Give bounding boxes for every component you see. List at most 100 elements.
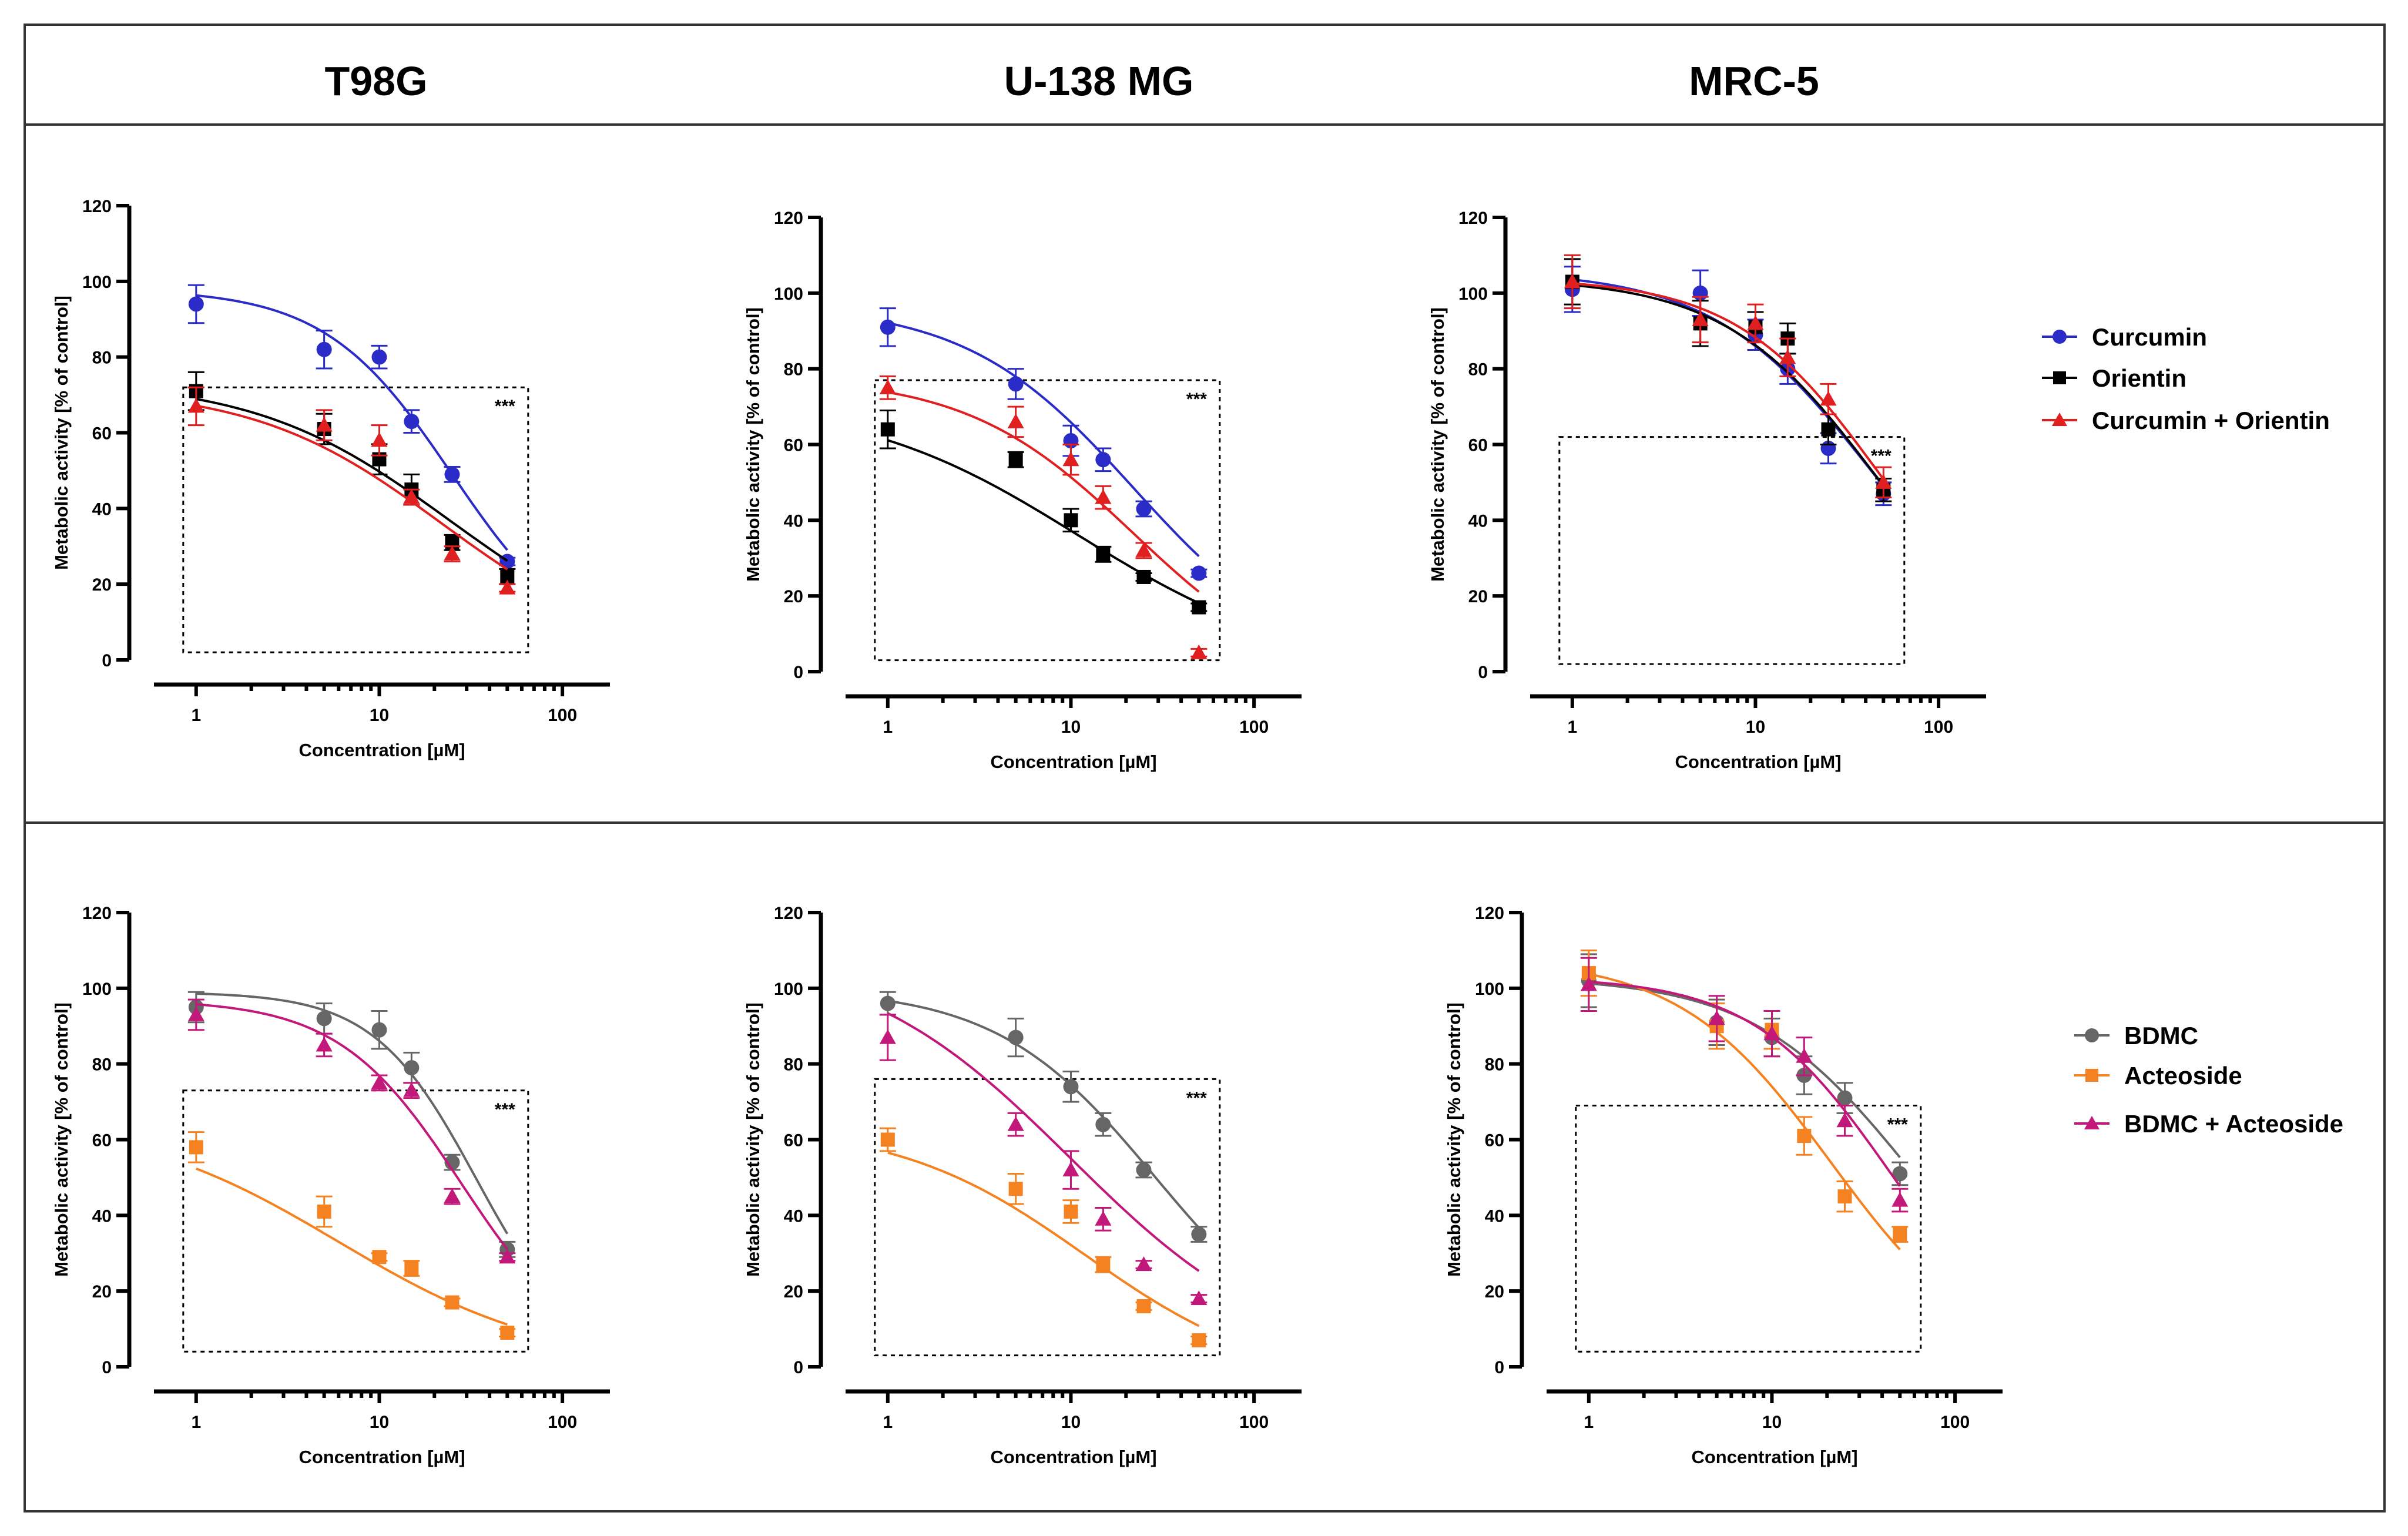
y-tick-label: 40 bbox=[784, 511, 803, 531]
y-axis-label: Metabolic activity [% of control] bbox=[51, 1002, 72, 1277]
y-tick-label: 80 bbox=[92, 1055, 112, 1075]
fit-curve bbox=[196, 398, 508, 562]
data-point bbox=[1007, 413, 1024, 428]
data-point bbox=[1062, 451, 1079, 467]
data-point bbox=[1136, 569, 1151, 584]
y-tick-label: 60 bbox=[784, 436, 803, 455]
significance-box bbox=[182, 386, 529, 653]
data-point bbox=[188, 296, 204, 312]
y-tick-label: 0 bbox=[793, 663, 803, 682]
x-tick-label: 100 bbox=[1940, 1413, 1970, 1432]
fit-curve bbox=[196, 404, 508, 571]
y-tick-label: 120 bbox=[1475, 904, 1504, 923]
y-tick-label: 100 bbox=[774, 980, 803, 999]
y-tick-label: 100 bbox=[82, 273, 112, 292]
data-point bbox=[1891, 1192, 1909, 1207]
data-point bbox=[187, 1006, 204, 1021]
series-curcumin-orientin bbox=[879, 375, 1208, 659]
data-point bbox=[316, 417, 333, 432]
x-tick-label: 1 bbox=[883, 717, 893, 737]
y-tick-label: 80 bbox=[1485, 1055, 1504, 1075]
y-tick-label: 40 bbox=[92, 499, 112, 519]
column-title-t98g: T98G bbox=[324, 58, 427, 104]
legend-item: Acteoside bbox=[2074, 1062, 2242, 1089]
y-axis-label: Metabolic activity [% of control] bbox=[1427, 307, 1448, 582]
data-point bbox=[371, 1074, 388, 1089]
data-point bbox=[316, 341, 332, 357]
significance-box bbox=[182, 1089, 529, 1353]
data-point bbox=[880, 319, 896, 335]
y-tick-label: 60 bbox=[92, 424, 112, 444]
data-point bbox=[403, 489, 420, 504]
legend-row-0: Curcumin Orientin Curcumin + Orientin bbox=[2042, 323, 2330, 434]
data-point bbox=[1191, 565, 1207, 581]
data-point bbox=[1875, 474, 1892, 489]
x-axis-label: Concentration [µM] bbox=[1675, 752, 1841, 772]
y-tick-label: 40 bbox=[784, 1206, 803, 1226]
data-point bbox=[1096, 1257, 1111, 1272]
data-point bbox=[1135, 542, 1152, 557]
data-point bbox=[1779, 349, 1796, 364]
y-tick-label: 120 bbox=[82, 197, 112, 216]
series-curcumin-orientin bbox=[187, 386, 516, 595]
data-point bbox=[444, 545, 461, 561]
data-point bbox=[445, 1295, 460, 1310]
data-point bbox=[403, 1082, 420, 1097]
significance-label: *** bbox=[1186, 1088, 1207, 1108]
x-axis-label: Concentration [µM] bbox=[299, 740, 465, 760]
x-tick-label: 1 bbox=[883, 1413, 893, 1432]
legend-marker bbox=[2085, 1069, 2098, 1082]
legend-label: BDMC bbox=[2124, 1022, 2198, 1049]
y-tick-label: 40 bbox=[92, 1206, 112, 1226]
y-tick-label: 60 bbox=[784, 1131, 803, 1151]
series-orientin bbox=[879, 410, 1208, 615]
chart-panel-r0c2: 0 20 40 60 80 100 120 Metabolic activity [% of … bbox=[1427, 209, 1986, 772]
data-point bbox=[1008, 376, 1024, 392]
data-point bbox=[404, 1261, 419, 1276]
significance-label: *** bbox=[1887, 1115, 1908, 1135]
y-tick-label: 20 bbox=[784, 1282, 803, 1302]
x-tick-label: 1 bbox=[191, 706, 201, 725]
legend-label: Curcumin + Orientin bbox=[2092, 407, 2330, 434]
y-tick-label: 40 bbox=[1485, 1206, 1504, 1226]
y-tick-label: 0 bbox=[1478, 663, 1488, 682]
y-tick-label: 60 bbox=[1468, 436, 1488, 455]
fit-curve bbox=[1588, 972, 1901, 1250]
fit-curve bbox=[887, 1012, 1200, 1272]
chart-panel-r1c1: 0 20 40 60 80 100 120 Metabolic activity [% of … bbox=[743, 904, 1302, 1467]
column-title-mrc5: MRC-5 bbox=[1689, 58, 1819, 104]
y-tick-label: 100 bbox=[1458, 284, 1488, 304]
data-point bbox=[1007, 1116, 1024, 1131]
x-tick-label: 100 bbox=[1239, 717, 1269, 737]
data-point bbox=[187, 398, 204, 413]
x-tick-label: 10 bbox=[370, 1413, 389, 1432]
data-point bbox=[1095, 1116, 1111, 1132]
y-tick-label: 40 bbox=[1468, 511, 1488, 531]
data-point bbox=[1708, 1010, 1725, 1025]
y-tick-label: 120 bbox=[774, 904, 803, 923]
data-point bbox=[1191, 1226, 1207, 1242]
chart-panel-r0c0: 0 20 40 60 80 100 120 Metabolic activity [% of … bbox=[51, 197, 610, 760]
data-point bbox=[880, 422, 895, 437]
legend-marker bbox=[2084, 1116, 2100, 1129]
significance-box bbox=[874, 1078, 1221, 1357]
data-point bbox=[1192, 600, 1206, 615]
y-tick-label: 100 bbox=[1475, 980, 1504, 999]
y-tick-label: 20 bbox=[784, 587, 803, 606]
y-tick-label: 80 bbox=[784, 360, 803, 380]
data-point bbox=[1135, 1256, 1152, 1272]
legend-label: BDMC + Acteoside bbox=[2124, 1110, 2343, 1138]
data-point bbox=[1136, 1162, 1152, 1178]
data-point bbox=[1820, 391, 1837, 406]
series-acteoside bbox=[187, 1131, 516, 1340]
significance-label: *** bbox=[1871, 447, 1891, 466]
x-tick-label: 1 bbox=[1584, 1413, 1594, 1432]
significance-label: *** bbox=[495, 397, 515, 416]
series-curcumin-orientin bbox=[1564, 254, 1892, 499]
data-point bbox=[371, 1022, 387, 1038]
fit-curve bbox=[887, 1151, 1200, 1327]
legend-label: Orientin bbox=[2092, 364, 2186, 392]
legend-item: BDMC bbox=[2074, 1022, 2198, 1049]
data-point bbox=[1064, 1204, 1078, 1219]
chart-panel-r0c1: 0 20 40 60 80 100 120 Metabolic activity [% of … bbox=[743, 209, 1302, 772]
